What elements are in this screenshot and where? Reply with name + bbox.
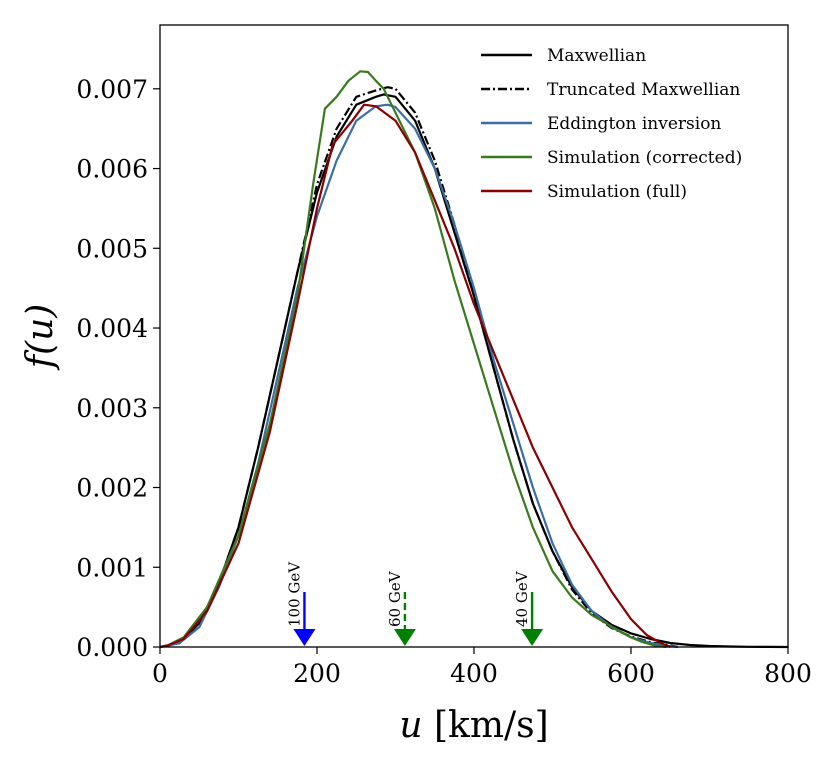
marker-label: 40 GeV <box>513 570 531 627</box>
legend-entry: Simulation (corrected) <box>481 148 742 168</box>
legend-entry: Maxwellian <box>481 46 646 66</box>
marker-label: 100 GeV <box>285 561 303 627</box>
series-line <box>159 93 789 649</box>
x-axis-label: u [km/s] <box>399 705 548 746</box>
series-line <box>159 86 679 649</box>
legend-label: Maxwellian <box>547 46 646 66</box>
marker-arrowhead <box>393 629 416 646</box>
mass-marker: 100 GeV <box>285 561 316 646</box>
series-line <box>159 70 667 649</box>
legend: Maxwellian Truncated Maxwellian Eddington … <box>481 46 742 202</box>
x-axis-label-unit: [km/s] <box>434 705 549 746</box>
legend-label: Eddington inversion <box>547 114 721 134</box>
y-tick-label: 0.003 <box>76 394 148 423</box>
legend-label: Simulation (corrected) <box>547 148 742 168</box>
y-tick-label: 0.006 <box>76 155 148 184</box>
y-axis-label: f(u) <box>20 304 61 372</box>
x-tick-label: 400 <box>450 659 498 688</box>
legend-label: Truncated Maxwellian <box>547 80 740 100</box>
legend-entry: Eddington inversion <box>481 114 721 134</box>
marker-arrowhead <box>521 629 544 646</box>
y-tick-label: 0.005 <box>76 234 148 263</box>
x-tick-label: 0 <box>152 659 168 688</box>
legend-label: Simulation (full) <box>547 182 687 202</box>
x-axis-ticks: 0 200 400 600 800 <box>152 647 812 688</box>
y-tick-label: 0.002 <box>76 474 148 503</box>
x-tick-label: 200 <box>293 659 341 688</box>
marker-label: 60 GeV <box>386 570 404 627</box>
marker-layer: 100 GeV 60 GeV 40 GeV <box>285 561 544 646</box>
series-layer <box>159 70 789 649</box>
x-tick-label: 600 <box>607 659 655 688</box>
x-axis-label-var: u <box>399 705 422 746</box>
mass-marker: 40 GeV <box>513 570 544 646</box>
y-tick-label: 0.001 <box>76 553 148 582</box>
marker-arrowhead <box>293 629 316 646</box>
mass-marker: 60 GeV <box>386 570 416 646</box>
y-tick-label: 0.007 <box>76 75 148 104</box>
y-axis-ticks: 0.000 0.001 0.002 0.003 0.004 0.005 0.006 0.007 <box>76 75 160 662</box>
y-tick-label: 0.000 <box>76 633 148 662</box>
x-tick-label: 800 <box>764 659 812 688</box>
legend-entry: Truncated Maxwellian <box>481 80 740 100</box>
legend-entry: Simulation (full) <box>481 182 687 202</box>
y-tick-label: 0.004 <box>76 314 148 343</box>
series-line <box>159 103 671 649</box>
